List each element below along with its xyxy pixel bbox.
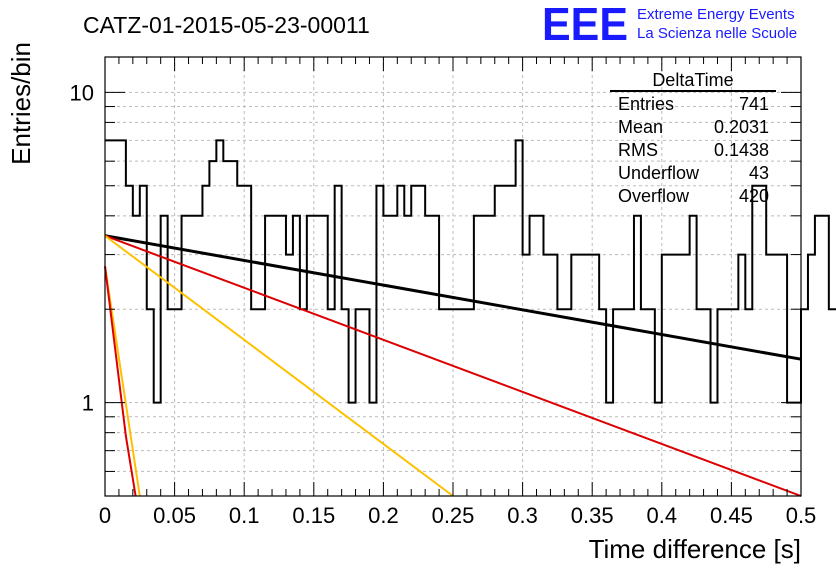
x-tick-label: 0.45: [710, 503, 753, 528]
x-tick-label: 0.2: [368, 503, 399, 528]
fit-line: [104, 234, 802, 497]
stats-row: Mean 0.2031: [618, 117, 769, 137]
stats-label: Mean: [618, 117, 663, 137]
stats-row: Overflow 420: [618, 186, 769, 206]
stats-label: Overflow: [618, 186, 690, 206]
stats-label: Entries: [618, 94, 674, 114]
y-tick-labels: 1 10: [70, 80, 94, 415]
plot-area: [104, 139, 836, 497]
stats-value: 0.1438: [714, 140, 769, 160]
x-tick-label: 0.05: [153, 503, 196, 528]
stats-row: Entries 741: [618, 94, 769, 114]
stats-row: RMS 0.1438: [618, 140, 769, 160]
x-tick-labels: 0 0.05 0.1 0.15 0.2 0.25 0.3 0.35 0.4 0.45 0.5: [99, 503, 816, 528]
stats-value: 741: [739, 94, 769, 114]
logo-mark: EEE: [542, 0, 628, 50]
stats-value: 43: [749, 163, 769, 183]
x-tick-label: 0.3: [507, 503, 538, 528]
stats-box-name: DeltaTime: [652, 70, 733, 90]
logo-line-1: Extreme Energy Events: [637, 6, 795, 23]
stats-row: Underflow 43: [618, 163, 769, 183]
y-tick-label: 1: [82, 391, 94, 416]
x-tick-label: 0.15: [292, 503, 335, 528]
stats-value: 0.2031: [714, 117, 769, 137]
x-tick-label: 0.35: [571, 503, 614, 528]
axis-ticks: [104, 57, 802, 496]
fit-line: [104, 234, 454, 497]
stats-value: 420: [739, 186, 769, 206]
x-tick-label: 0.4: [647, 503, 678, 528]
chart-title: CATZ-01-2015-05-23-00011: [83, 12, 370, 38]
histogram-outline: [105, 139, 836, 404]
eee-logo: EEE Extreme Energy Events La Scienza nel…: [542, 0, 797, 50]
y-tick-label: 10: [70, 80, 94, 105]
grid-lines: [105, 57, 801, 496]
x-axis-label: Time difference [s]: [589, 534, 801, 564]
fit-line: [104, 266, 137, 497]
x-tick-label: 0.1: [229, 503, 260, 528]
fit-line: [104, 234, 802, 361]
stats-box: DeltaTime Entries 741 Mean 0.2031 RMS 0.…: [610, 70, 776, 206]
x-tick-label: 0.5: [786, 503, 817, 528]
x-tick-label: 0.25: [432, 503, 475, 528]
x-tick-label: 0: [99, 503, 111, 528]
fit-line: [104, 266, 141, 497]
logo-line-2: La Scienza nelle Scuole: [637, 25, 797, 42]
y-axis-label: Entries/bin: [6, 42, 36, 165]
stats-label: RMS: [618, 140, 658, 160]
stats-label: Underflow: [618, 163, 700, 183]
